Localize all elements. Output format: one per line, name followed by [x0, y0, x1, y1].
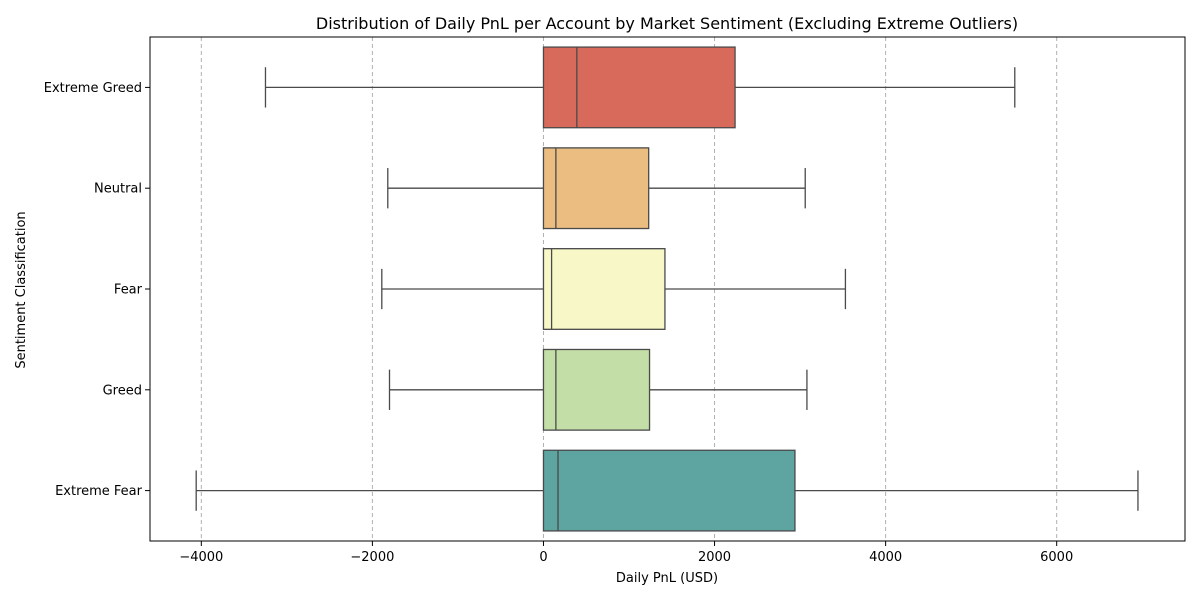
x-tick-label: −4000	[179, 550, 223, 565]
iqr-box	[542, 147, 650, 230]
iqr-box	[542, 248, 666, 330]
y-tick-label: Fear	[114, 283, 143, 298]
boxes-group	[195, 46, 1139, 532]
iqr-box	[542, 449, 796, 532]
x-axis-label: Daily PnL (USD)	[616, 571, 718, 586]
x-tick-label: 4000	[869, 550, 902, 565]
y-tick-label: Greed	[103, 383, 142, 398]
y-tick-label: Neutral	[94, 182, 142, 197]
iqr-box	[542, 46, 736, 129]
y-axis-label: Sentiment Classification	[14, 211, 29, 368]
chart-title: Distribution of Daily PnL per Account by…	[316, 14, 1018, 33]
x-tick-label: 0	[539, 550, 547, 565]
box-greed	[388, 348, 808, 431]
y-axis-ticks: Extreme Greed Neutral Fear Greed Extreme Fea…	[44, 81, 150, 499]
y-tick-label: Extreme Greed	[44, 81, 142, 96]
iqr-box	[542, 348, 651, 431]
box-extreme-greed	[264, 46, 1016, 129]
box-extreme-fear	[195, 449, 1139, 532]
x-tick-label: 2000	[698, 550, 731, 565]
box-fear	[381, 248, 847, 330]
x-tick-label: −2000	[350, 550, 394, 565]
x-axis-ticks: −4000 −2000 0 2000 4000 6000	[179, 541, 1073, 565]
box-neutral	[387, 147, 806, 230]
y-tick-label: Extreme Fear	[55, 484, 143, 499]
x-tick-label: 6000	[1040, 550, 1073, 565]
